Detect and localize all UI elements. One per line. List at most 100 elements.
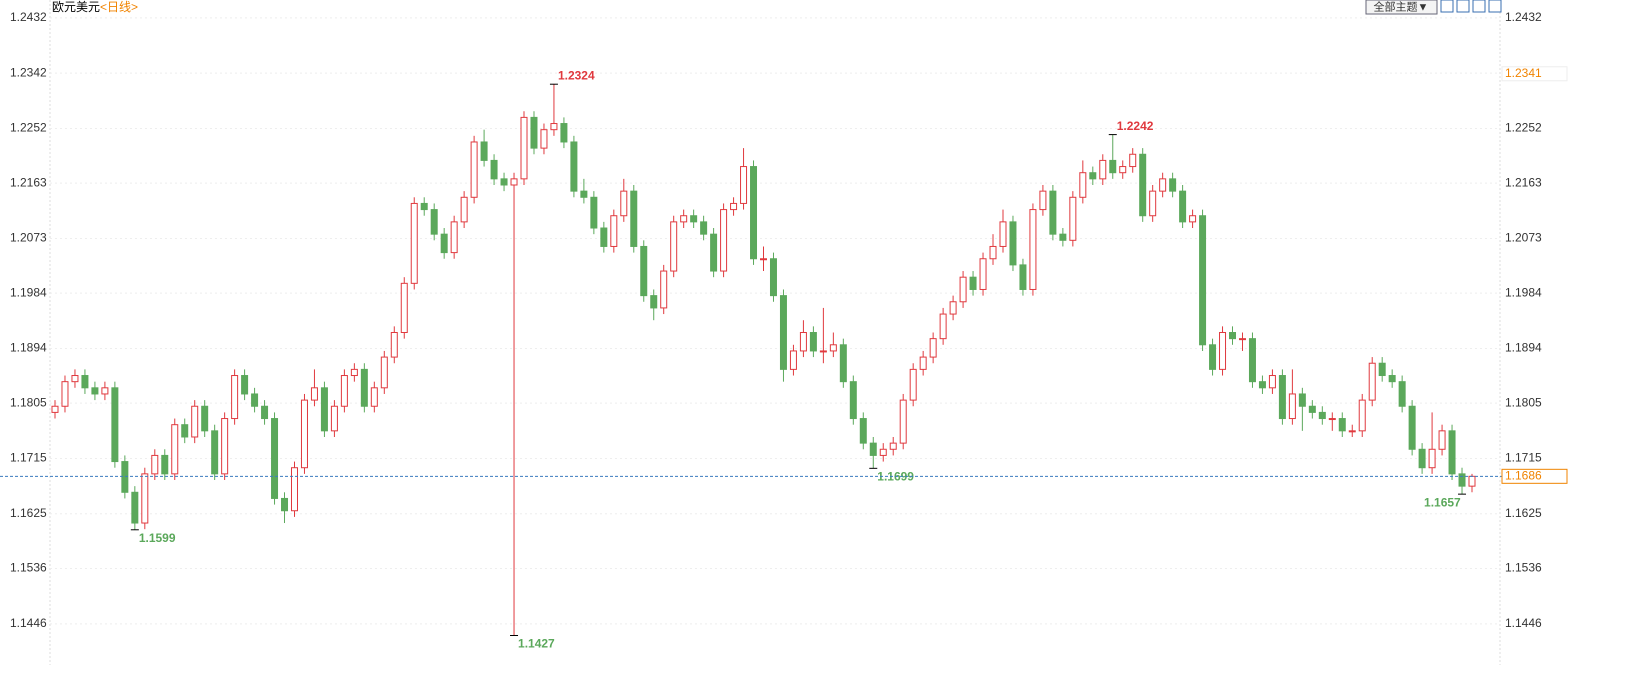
candle-body xyxy=(869,442,877,456)
candle-body xyxy=(700,221,708,235)
candle-body xyxy=(1229,332,1237,340)
icon-fit[interactable] xyxy=(1440,0,1454,13)
candle-body xyxy=(1169,178,1177,192)
candle-body xyxy=(51,405,59,413)
toolbar: 全部主题▼ xyxy=(1365,0,1502,15)
candle-body xyxy=(181,424,189,438)
candle-body xyxy=(1139,153,1147,217)
candle-body xyxy=(809,332,817,352)
y-tick-label-left: 1.2073 xyxy=(10,231,47,245)
candle-body xyxy=(1149,190,1157,217)
candle-body xyxy=(760,258,767,261)
y-tick-label-right: 1.2163 xyxy=(1505,175,1542,189)
candle-body xyxy=(400,282,408,333)
candle-body xyxy=(460,196,468,223)
candle-body xyxy=(470,141,478,198)
chart-subtitle: <日线> xyxy=(100,0,138,14)
candle-body xyxy=(610,215,618,247)
candle-body xyxy=(330,405,338,432)
candle-body xyxy=(1199,215,1207,346)
theme-button[interactable] xyxy=(1365,0,1438,15)
candle-body xyxy=(889,442,897,450)
candle-body xyxy=(151,454,159,475)
candle-body xyxy=(500,178,508,186)
candle-body xyxy=(350,368,358,377)
candle-body xyxy=(490,159,498,180)
y-tick-label-right: 1.1715 xyxy=(1505,451,1542,465)
candle-body xyxy=(590,196,598,229)
y-tick-label-right: 1.2432 xyxy=(1505,10,1542,24)
candle-body xyxy=(1328,418,1336,421)
y-tick-label-right: 1.2252 xyxy=(1505,121,1542,135)
candle-body xyxy=(1179,190,1187,223)
candle-body xyxy=(819,350,827,353)
y-tick-label-left: 1.2252 xyxy=(10,121,47,135)
icon-left[interactable] xyxy=(1456,0,1470,13)
y-tick-label-left: 1.1805 xyxy=(10,395,47,409)
y-tick-label-left: 1.1715 xyxy=(10,451,47,465)
candle-body xyxy=(979,258,987,290)
candle-body xyxy=(580,190,588,198)
candle-body xyxy=(310,387,318,401)
candle-body xyxy=(789,350,797,370)
candle-body xyxy=(1189,215,1197,223)
candle-body xyxy=(191,405,199,438)
candle-body xyxy=(1288,393,1296,420)
candle-body xyxy=(1448,430,1456,475)
candle-body xyxy=(61,381,69,407)
candle-body xyxy=(440,233,448,254)
candle-body xyxy=(929,338,937,358)
y-tick-label-left: 1.2432 xyxy=(10,10,47,24)
candle-body xyxy=(1219,332,1227,370)
candle-body xyxy=(410,202,418,284)
candle-body xyxy=(1089,172,1097,180)
candle-body xyxy=(859,418,867,444)
candle-body xyxy=(1019,264,1027,290)
candle-body xyxy=(1458,473,1466,487)
candle-body xyxy=(740,166,748,204)
candle-body xyxy=(829,344,837,352)
candle-body xyxy=(949,301,957,315)
y-tick-label-left: 1.1536 xyxy=(10,561,47,575)
candle-body xyxy=(141,473,149,524)
theme-button-label[interactable]: 全部主题▼ xyxy=(1374,0,1429,13)
candle-body xyxy=(510,178,518,186)
candle-body xyxy=(540,129,548,149)
candle-body xyxy=(1428,448,1436,469)
candle-body xyxy=(1029,209,1037,290)
y-tick-label-right: 1.1984 xyxy=(1505,285,1542,299)
candle-body xyxy=(161,454,169,475)
candle-body xyxy=(999,221,1007,247)
y-tick-label-left: 1.2163 xyxy=(10,175,47,189)
candle-body xyxy=(660,270,668,309)
candle-body xyxy=(81,375,89,389)
icon-right[interactable] xyxy=(1472,0,1486,13)
candle-body xyxy=(450,221,458,254)
icon-end[interactable] xyxy=(1488,0,1502,13)
candle-body xyxy=(1248,338,1256,383)
y-tick-label-left: 1.1894 xyxy=(10,341,47,355)
y-tick-label-left: 1.1625 xyxy=(10,506,47,520)
candle-body xyxy=(640,245,648,297)
candle-body xyxy=(290,467,298,512)
candle-body xyxy=(1238,338,1246,341)
candle-body xyxy=(969,276,977,290)
candle-body xyxy=(231,375,239,420)
candle-body xyxy=(769,258,777,297)
candle-body xyxy=(101,387,109,395)
candle-body xyxy=(71,375,79,383)
candle-body xyxy=(779,295,787,370)
marker-price-label: 1.2341 xyxy=(1505,66,1542,80)
low-label: 1.1657 xyxy=(1424,495,1461,509)
candle-body xyxy=(720,209,728,272)
candle-body xyxy=(989,245,997,260)
candle-body xyxy=(281,497,289,512)
y-tick-label-right: 1.1446 xyxy=(1505,616,1542,630)
candle-body xyxy=(1129,153,1137,168)
candle-body xyxy=(799,332,807,352)
candle-body xyxy=(670,221,678,272)
candle-body xyxy=(131,491,139,524)
candle-body xyxy=(390,332,398,358)
candle-body xyxy=(1298,393,1306,407)
candle-body xyxy=(959,276,967,303)
